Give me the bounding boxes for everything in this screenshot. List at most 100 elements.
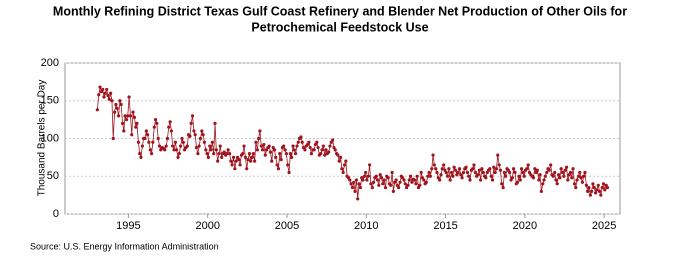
data-point xyxy=(106,93,110,98)
data-point xyxy=(504,174,508,178)
data-point xyxy=(494,167,499,171)
chart-title: Petrochemical Feedstock Use xyxy=(251,20,428,34)
data-point xyxy=(270,159,274,163)
data-point xyxy=(307,140,311,144)
data-point xyxy=(229,159,233,163)
data-point xyxy=(169,129,174,133)
data-point xyxy=(461,170,466,175)
data-point xyxy=(284,152,288,156)
data-point xyxy=(579,176,583,180)
data-point xyxy=(126,114,130,118)
data-point xyxy=(519,167,524,171)
data-point xyxy=(479,178,483,182)
data-point xyxy=(515,180,520,184)
data-point xyxy=(234,159,238,163)
data-point xyxy=(275,163,279,167)
data-point xyxy=(415,174,419,178)
data-point xyxy=(152,125,156,129)
data-point xyxy=(288,152,292,156)
data-point xyxy=(444,170,448,175)
data-point xyxy=(350,185,355,190)
data-point xyxy=(597,189,602,193)
data-point xyxy=(257,136,261,141)
data-point xyxy=(493,170,497,175)
data-point xyxy=(465,170,470,175)
data-point xyxy=(292,148,296,152)
data-point xyxy=(323,153,327,157)
data-point xyxy=(371,180,376,184)
data-point xyxy=(511,167,516,171)
data-point xyxy=(570,176,574,180)
x-tick-label: 2005 xyxy=(275,220,299,232)
data-point xyxy=(440,167,444,171)
data-point xyxy=(198,136,203,141)
data-point xyxy=(352,180,356,184)
data-point xyxy=(554,178,558,182)
data-point xyxy=(167,125,171,129)
data-point xyxy=(447,167,451,171)
data-point xyxy=(331,138,335,142)
data-point xyxy=(258,129,262,133)
data-point xyxy=(327,150,331,154)
data-point xyxy=(502,170,507,175)
data-point xyxy=(109,91,113,95)
data-point xyxy=(230,163,234,167)
data-point xyxy=(276,167,281,171)
data-point xyxy=(397,185,401,190)
y-axis-label: Thousand Barrels per Day xyxy=(37,80,48,197)
data-point xyxy=(435,170,439,175)
data-point xyxy=(114,102,118,107)
data-point xyxy=(185,144,189,148)
data-point xyxy=(222,150,226,154)
data-point xyxy=(446,174,450,178)
data-point xyxy=(155,121,159,125)
data-point xyxy=(391,189,396,193)
data-point xyxy=(370,185,374,190)
data-point xyxy=(590,189,594,193)
data-point xyxy=(468,178,472,182)
data-point xyxy=(118,99,122,103)
data-point xyxy=(379,176,384,180)
data-point xyxy=(517,174,521,178)
data-point xyxy=(342,163,347,167)
data-point xyxy=(197,144,201,148)
data-point xyxy=(172,148,176,152)
data-point xyxy=(576,174,581,178)
data-point xyxy=(163,148,167,152)
x-tick-label: 1995 xyxy=(116,220,140,232)
data-point xyxy=(364,170,368,175)
data-point xyxy=(274,155,278,159)
data-point xyxy=(135,121,139,125)
data-point xyxy=(177,152,181,156)
data-point xyxy=(338,155,343,159)
data-point xyxy=(566,178,570,182)
data-point xyxy=(192,129,196,133)
data-point xyxy=(181,140,185,144)
data-point xyxy=(226,148,230,152)
data-point xyxy=(144,129,148,133)
data-point xyxy=(410,180,414,184)
data-point xyxy=(525,167,529,171)
data-point xyxy=(164,144,168,148)
data-point xyxy=(324,148,328,152)
data-point xyxy=(374,174,378,178)
data-point xyxy=(217,152,221,156)
data-point xyxy=(477,168,481,172)
data-point xyxy=(132,115,137,119)
data-point xyxy=(95,108,99,112)
data-point xyxy=(472,163,476,167)
data-point xyxy=(101,87,105,92)
data-point xyxy=(156,136,160,141)
data-point xyxy=(510,176,514,180)
data-point xyxy=(394,178,398,182)
data-point xyxy=(178,144,183,148)
data-point xyxy=(220,155,224,159)
data-point xyxy=(513,170,517,175)
data-point xyxy=(193,133,197,137)
data-point xyxy=(603,188,607,192)
data-point xyxy=(98,85,102,89)
data-point xyxy=(233,167,237,171)
data-point xyxy=(427,170,431,175)
y-tick-label: 0 xyxy=(53,208,59,220)
